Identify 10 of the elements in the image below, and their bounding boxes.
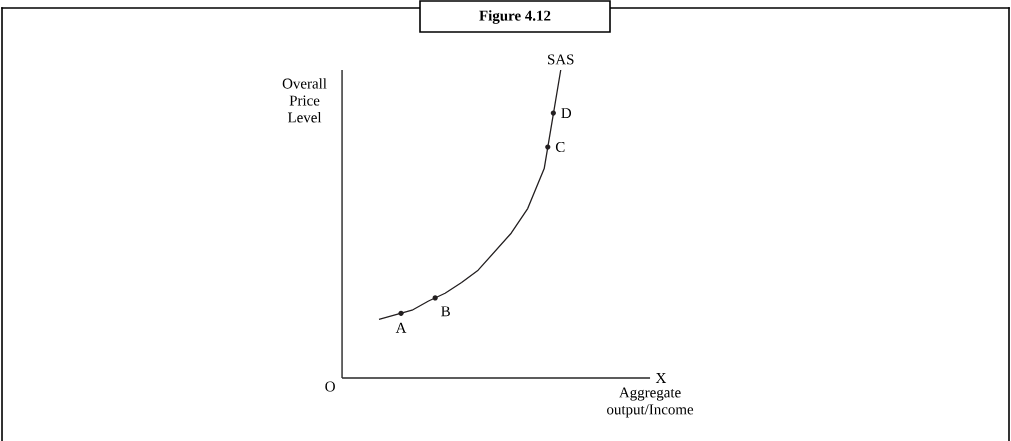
y-axis-title: Overall Price Level — [282, 78, 327, 123]
text: X — [655, 373, 667, 383]
annotation: D — [561, 108, 572, 119]
chart-title: Figure 4.12 — [479, 10, 551, 24]
annotation: C — [555, 141, 565, 152]
text: O — [325, 381, 335, 392]
annotation: SAS — [548, 54, 574, 65]
annotation: B — [441, 306, 450, 317]
x-axis-title: Aggregate output/Income — [607, 387, 694, 418]
annotation: A — [395, 322, 407, 333]
